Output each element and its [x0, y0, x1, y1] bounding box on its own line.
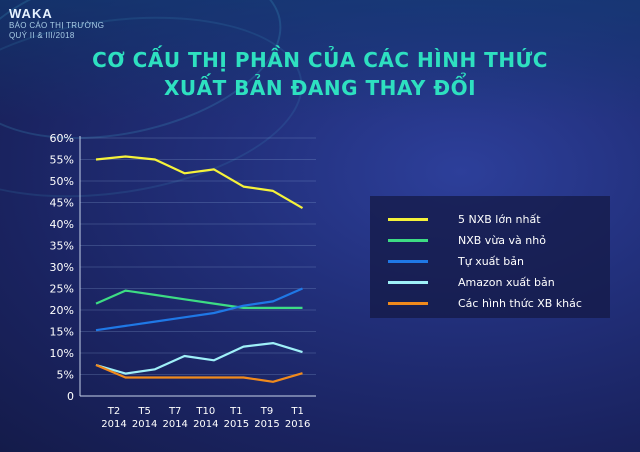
legend-label: 5 NXB lớn nhất — [458, 212, 541, 226]
x-tick-label: 2015 — [254, 419, 279, 430]
brand-block: WAKA BÁO CÁO THỊ TRƯỜNG QUÝ II & III/201… — [9, 6, 104, 41]
legend-item: 5 NXB lớn nhất — [388, 210, 541, 228]
x-tick-label: T7 — [168, 406, 181, 417]
y-tick-label: 40% — [50, 218, 74, 231]
legend-swatch — [388, 238, 428, 242]
series-line-1 — [95, 289, 303, 309]
chart-title-line1: CƠ CẤU THỊ PHẦN CỦA CÁC HÌNH THỨC — [92, 48, 548, 72]
x-tick-label: 2014 — [101, 419, 126, 430]
x-tick-label: T5 — [137, 406, 150, 417]
report-subtitle-line2: QUÝ II & III/2018 — [9, 31, 75, 40]
y-tick-label: 55% — [50, 154, 74, 167]
legend-item: NXB vừa và nhỏ — [388, 231, 546, 249]
y-tick-label: 25% — [50, 283, 74, 296]
chart-legend: 5 NXB lớn nhất NXB vừa và nhỏ Tự xuất bản A… — [370, 196, 610, 318]
x-tick-label: T1 — [229, 406, 242, 417]
legend-item: Các hình thức XB khác — [388, 294, 582, 312]
x-tick-label: 2014 — [193, 419, 218, 430]
x-tick-label: 2014 — [132, 419, 157, 430]
chart-title: CƠ CẤU THỊ PHẦN CỦA CÁC HÌNH THỨC XUẤT B… — [0, 46, 640, 102]
x-tick-label: 2014 — [162, 419, 187, 430]
y-tick-label: 45% — [50, 197, 74, 210]
x-tick-label: T1 — [290, 406, 303, 417]
series-line-3 — [95, 342, 303, 375]
x-tick-label: 2016 — [285, 419, 310, 430]
legend-swatch — [388, 301, 428, 305]
y-tick-label: 30% — [50, 261, 74, 274]
y-tick-label: 15% — [50, 326, 74, 339]
legend-label: Các hình thức XB khác — [458, 296, 582, 310]
x-tick-label: T9 — [260, 406, 273, 417]
legend-item: Amazon xuất bản — [388, 273, 555, 291]
legend-item: Tự xuất bản — [388, 252, 524, 270]
y-tick-label: 60% — [50, 132, 74, 145]
y-tick-label: 35% — [50, 240, 74, 253]
legend-label: Tự xuất bản — [458, 254, 524, 268]
legend-swatch — [388, 280, 428, 284]
y-tick-label: 10% — [50, 347, 74, 360]
chart-title-line2: XUẤT BẢN ĐANG THAY ĐỔI — [163, 76, 477, 100]
y-tick-label: 50% — [50, 175, 74, 188]
legend-swatch — [388, 259, 428, 263]
x-tick-label: T10 — [195, 406, 215, 417]
x-tick-label: T2 — [107, 406, 120, 417]
header-band — [0, 0, 640, 120]
report-subtitle-line1: BÁO CÁO THỊ TRƯỜNG — [9, 21, 105, 30]
series-line-2 — [95, 287, 303, 332]
legend-label: Amazon xuất bản — [458, 275, 555, 289]
brand-logo: WAKA — [9, 6, 53, 21]
y-tick-label: 0 — [67, 390, 74, 403]
legend-swatch — [388, 217, 428, 221]
legend-label: NXB vừa và nhỏ — [458, 233, 546, 247]
series-line-0 — [95, 155, 304, 210]
y-tick-label: 5% — [57, 369, 74, 382]
x-tick-label: 2015 — [224, 419, 249, 430]
y-tick-label: 20% — [50, 304, 74, 317]
series-line-4 — [95, 363, 303, 383]
